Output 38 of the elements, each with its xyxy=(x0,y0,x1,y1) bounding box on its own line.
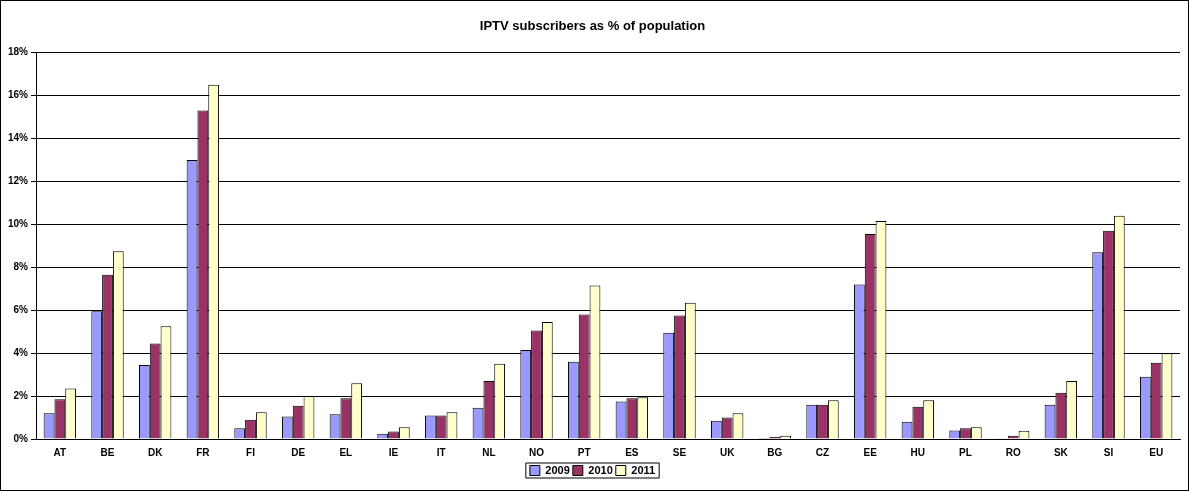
x-tick-label: SI xyxy=(1103,446,1114,458)
y-tick-label: 12% xyxy=(8,175,29,187)
legend-label: 2010 xyxy=(588,463,613,476)
y-tick-label: 2% xyxy=(13,389,29,401)
y-tick-label: 10% xyxy=(8,218,29,230)
x-tick-label: PT xyxy=(577,446,591,458)
x-tick-label: BG xyxy=(767,446,783,458)
x-tick-label: CZ xyxy=(815,446,830,458)
x-tick-label: PL xyxy=(959,446,972,458)
x-tick-label: FI xyxy=(246,446,256,458)
y-tick-label: 18% xyxy=(8,46,29,58)
x-tick-label: DK xyxy=(147,446,164,458)
x-tick-label: DE xyxy=(291,446,306,458)
x-tick-label: EE xyxy=(863,446,878,458)
x-tick-label: EU xyxy=(1149,446,1164,458)
y-tick-label: 4% xyxy=(13,346,29,358)
chart-title: IPTV subscribers as % of population xyxy=(479,18,706,34)
y-tick-label: 14% xyxy=(8,132,29,144)
x-tick-label: RO xyxy=(1005,446,1021,458)
x-tick-label: AT xyxy=(53,446,67,458)
x-tick-label: IT xyxy=(436,446,446,458)
x-tick-label: IE xyxy=(388,446,399,458)
legend-label: 2009 xyxy=(545,463,570,476)
x-tick-label: BE xyxy=(100,446,115,458)
y-tick-label: 8% xyxy=(13,261,29,273)
y-tick-label: 0% xyxy=(13,432,29,444)
x-tick-label: SK xyxy=(1053,446,1069,458)
y-tick-label: 16% xyxy=(8,89,29,101)
x-tick-label: ES xyxy=(625,446,639,458)
x-tick-label: UK xyxy=(719,446,736,458)
x-tick-label: HU xyxy=(910,446,926,458)
x-tick-label: EL xyxy=(339,446,353,458)
x-tick-label: FR xyxy=(196,446,211,458)
y-tick-label: 6% xyxy=(13,303,29,315)
x-tick-label: SE xyxy=(672,446,687,458)
x-tick-label: NL xyxy=(482,446,496,458)
x-tick-label: NO xyxy=(529,446,545,458)
legend-label: 2011 xyxy=(631,463,656,476)
